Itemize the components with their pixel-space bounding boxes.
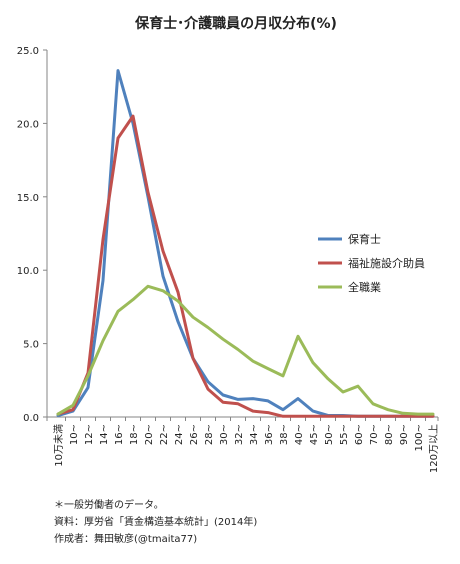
x-tick-label: 24~: [174, 424, 185, 445]
y-tick-label: 15.0: [17, 193, 39, 204]
y-tick-label: 10.0: [17, 266, 39, 277]
x-tick-label: 70~: [369, 424, 380, 445]
x-tick-label: 10万未満: [53, 424, 65, 467]
x-tick-label: 26~: [189, 424, 200, 445]
series-line-2: [56, 114, 435, 418]
x-tick-label: 100~: [414, 424, 425, 451]
x-tick-label: 16~: [114, 424, 125, 445]
x-tick-label: 50~: [324, 424, 335, 445]
x-tick-label: 60~: [354, 424, 365, 445]
x-tick-label: 40~: [294, 424, 305, 445]
series-line-3: [56, 284, 435, 416]
y-tick-label: 0.0: [23, 413, 39, 424]
x-tick-label: 80~: [384, 424, 395, 445]
x-tick-label: 32~: [234, 424, 245, 445]
annotation-line: 作成者：舞田敏彦(@tmaita77): [54, 532, 197, 545]
x-tick-label: 22~: [159, 424, 170, 445]
y-tick-label: 25.0: [17, 46, 39, 57]
annotations: ＊一般労働者のデータ。資料：厚労省「賃金構造基本統計」(2014年) 作成者：舞田…: [54, 498, 257, 545]
x-tick-label: 28~: [204, 424, 215, 445]
x-tick-label: 36~: [264, 424, 275, 445]
annotation-line: ＊一般労働者のデータ。: [54, 498, 164, 511]
legend-label: 福祉施設介助員: [348, 256, 425, 270]
y-axis-ticks: 0.0 5.0 10.0 15.0 20.0 25.0: [17, 46, 47, 424]
x-axis-ticks: 10万未満 10~ 12~ 14~ 16~ 18~ 20~ 22~ 24~ 26~ 28~ 30~ 32…: [46, 417, 440, 473]
series-lines: [56, 69, 435, 418]
x-tick-label: 45~: [309, 424, 320, 445]
chart-title: 保育士･介護職員の月収分布(%): [134, 15, 337, 32]
x-tick-label: 14~: [99, 424, 110, 445]
legend-label: 保育士: [348, 232, 381, 246]
x-tick-label: 34~: [249, 424, 260, 445]
legend-label: 全職業: [348, 280, 381, 294]
x-tick-label: 20~: [144, 424, 155, 445]
annotation-line: 資料：厚労省「賃金構造基本統計」(2014年): [54, 515, 257, 528]
y-tick-label: 5.0: [23, 340, 39, 351]
x-tick-label: 120万以上: [428, 424, 440, 473]
x-tick-label: 90~: [399, 424, 410, 445]
x-tick-label: 38~: [279, 424, 290, 445]
y-tick-label: 20.0: [17, 119, 39, 130]
x-tick-label: 10~: [69, 424, 80, 445]
x-tick-label: 12~: [84, 424, 95, 445]
x-tick-label: 30~: [219, 424, 230, 445]
x-tick-label: 55~: [339, 424, 350, 445]
x-tick-label: 18~: [129, 424, 140, 445]
